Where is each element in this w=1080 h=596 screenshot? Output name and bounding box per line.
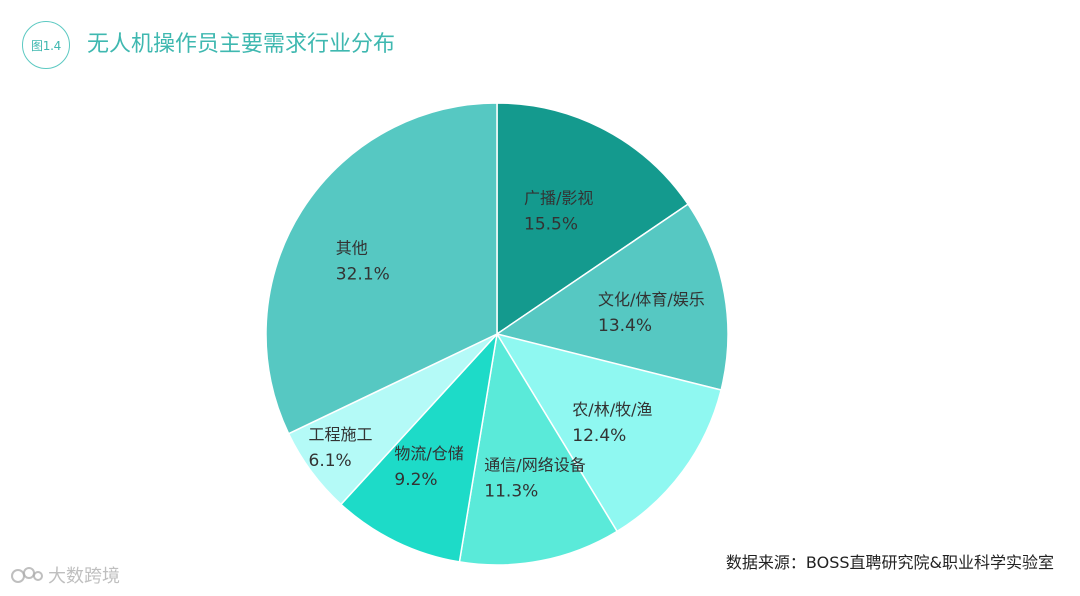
slice-value-label: 6.1% bbox=[309, 451, 352, 471]
slice-value-label: 13.4% bbox=[598, 316, 652, 336]
pie-slice bbox=[265, 102, 498, 435]
watermark: 大数跨境 bbox=[10, 562, 120, 588]
pie-slice bbox=[496, 102, 690, 336]
data-source-note: 数据来源：BOSS直聘研究院&职业科学实验室 bbox=[725, 553, 1054, 572]
slice-category-label: 工程施工 bbox=[309, 425, 373, 444]
figure-number-badge: 图1.4 bbox=[22, 21, 70, 69]
slice-value-label: 32.1% bbox=[336, 265, 390, 285]
chart-title: 无人机操作员主要需求行业分布 bbox=[87, 32, 396, 57]
slice-category-label: 农/林/牧/渔 bbox=[572, 400, 652, 419]
slice-category-label: 物流/仓储 bbox=[394, 444, 463, 463]
watermark-text: 大数跨境 bbox=[48, 566, 120, 587]
slice-value-label: 12.4% bbox=[572, 426, 626, 446]
pie-slice bbox=[495, 332, 723, 533]
watermark-logo-icon bbox=[11, 567, 43, 583]
pie-slice bbox=[495, 203, 729, 391]
figure-number: 图1.4 bbox=[31, 38, 61, 53]
pie-slices bbox=[265, 102, 729, 566]
slice-value-label: 15.5% bbox=[524, 214, 578, 234]
slice-value-label: 11.3% bbox=[484, 482, 538, 502]
pie-slice bbox=[458, 331, 619, 566]
slice-category-label: 文化/体育/娱乐 bbox=[598, 290, 705, 309]
slice-category-label: 通信/网络设备 bbox=[484, 456, 585, 475]
slice-category-label: 其他 bbox=[336, 239, 368, 258]
slice-category-label: 广播/影视 bbox=[524, 188, 593, 207]
pie-slice bbox=[339, 331, 499, 563]
slice-value-label: 9.2% bbox=[394, 470, 437, 490]
pie-labels: 广播/影视 15.5% 文化/体育/娱乐 13.4% 农/林/牧/渔 12.4% 通信/网络… bbox=[309, 188, 705, 501]
